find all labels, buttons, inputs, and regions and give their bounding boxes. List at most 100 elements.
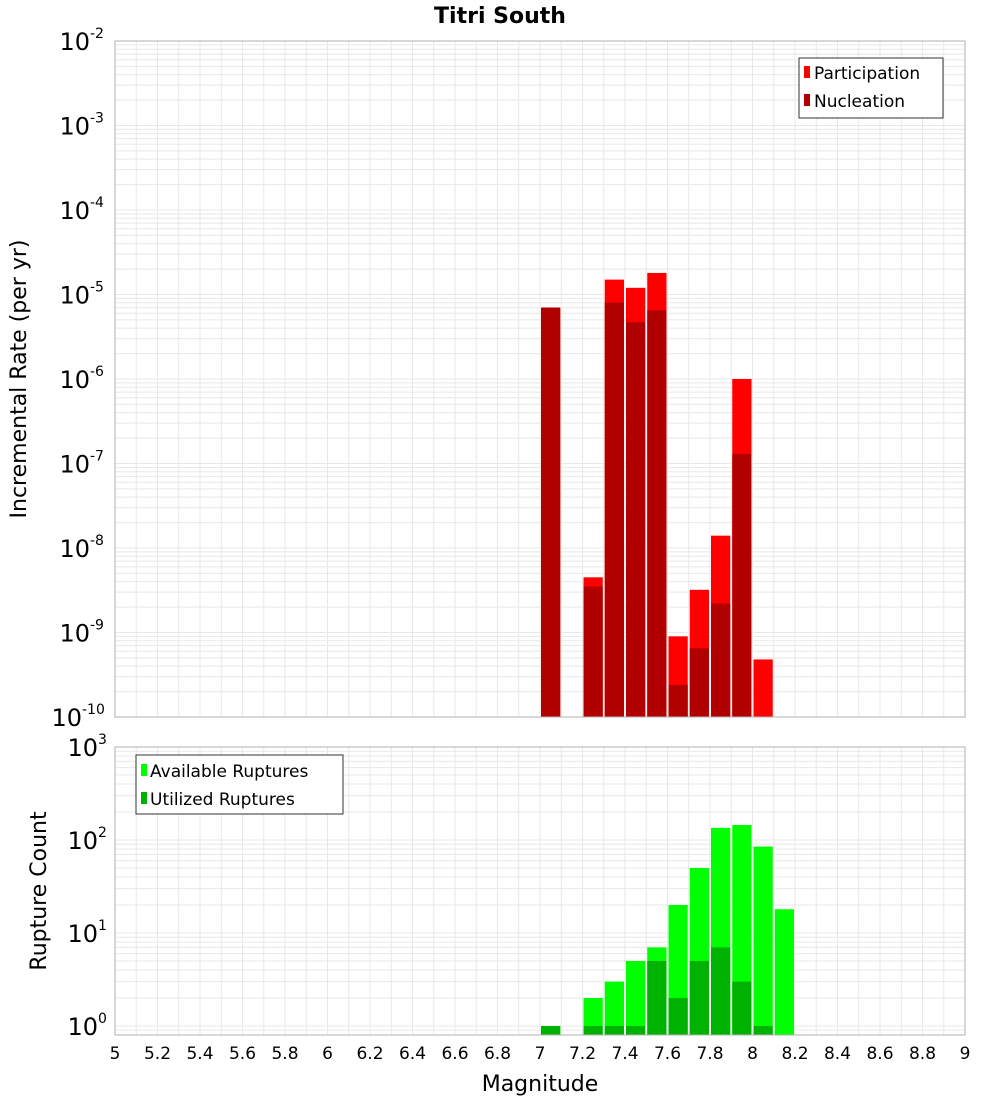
utilized-ruptures-bar: [604, 1025, 624, 1035]
participation-bar: [753, 659, 773, 717]
nucleation-bar: [626, 322, 646, 717]
y-tick-exponent: 3: [98, 732, 107, 748]
participation-legend-swatch: [804, 66, 810, 78]
y-tick-label: 10 -9: [59, 618, 104, 648]
available-ruptures-bar: [583, 997, 603, 1035]
y-tick-exponent: -10: [82, 702, 105, 718]
rate-panel-legend: Participation Nucleation: [798, 57, 944, 119]
y-tick-label: 10 -5: [59, 280, 104, 310]
y-tick-label: 10 -8: [59, 533, 104, 563]
x-tick-label: 8.4: [824, 1044, 851, 1064]
rate-panel-y-ticks: 10-210-310-410-510-610-710-810-910-10: [51, 26, 104, 732]
utilized-ruptures-bar: [647, 960, 667, 1035]
available-ruptures-bar: [626, 960, 646, 1035]
utilized-ruptures-bar: [541, 1025, 561, 1035]
x-tick-label: 7: [535, 1044, 546, 1064]
available-ruptures-bar: [753, 846, 773, 1035]
y-tick-label: 10 2: [67, 825, 106, 855]
x-tick-label: 6.4: [399, 1044, 426, 1064]
rate-panel-grid: [114, 41, 966, 718]
y-tick-exponent: -6: [90, 364, 104, 380]
chart-title: Titri South: [434, 4, 566, 29]
x-tick-label: 5.4: [186, 1044, 213, 1064]
utilized-ruptures-bar: [732, 981, 752, 1035]
x-tick-label: 8.8: [909, 1044, 936, 1064]
y-tick-exponent: -8: [90, 533, 104, 549]
nucleation-bar: [668, 684, 688, 717]
y-tick-label: 10 -7: [59, 449, 104, 479]
y-tick-exponent: -5: [90, 280, 104, 296]
y-tick-exponent: -4: [90, 195, 104, 211]
y-tick-base: 10: [59, 451, 90, 479]
x-tick-label: 6: [322, 1044, 333, 1064]
y-tick-base: 10: [51, 704, 82, 732]
rate-panel: 10-210-310-410-510-610-710-810-910-10 In…: [7, 26, 966, 732]
y-tick-base: 10: [67, 1013, 98, 1041]
y-tick-label: 10 -3: [59, 111, 104, 141]
utilized-ruptures-bar: [583, 1025, 603, 1035]
y-tick-exponent: -7: [90, 449, 104, 465]
y-tick-label: 10 -6: [59, 364, 104, 394]
rate-panel-bars: [541, 272, 773, 717]
y-tick-label: 10 -4: [59, 195, 104, 225]
utilized-ruptures-bar: [689, 960, 709, 1035]
y-tick-base: 10: [67, 827, 98, 855]
utilized-ruptures-legend-label: Utilized Ruptures: [150, 790, 295, 810]
x-tick-label: 5: [110, 1044, 121, 1064]
available-ruptures-bar: [774, 909, 794, 1035]
available-ruptures-legend-label: Available Ruptures: [150, 762, 308, 782]
rate-panel-y-label: Incremental Rate (per yr): [7, 240, 32, 519]
y-tick-base: 10: [59, 113, 90, 141]
nucleation-bar: [541, 307, 561, 717]
y-tick-base: 10: [59, 197, 90, 225]
x-tick-label: 7.2: [569, 1044, 596, 1064]
nucleation-legend-swatch: [804, 94, 810, 106]
utilized-ruptures-bar: [668, 997, 688, 1035]
x-tick-label: 7.6: [654, 1044, 681, 1064]
available-ruptures-bar: [604, 981, 624, 1035]
rupture-count-panel-legend: Available Ruptures Utilized Ruptures: [135, 754, 344, 815]
x-tick-label: 8: [747, 1044, 758, 1064]
nucleation-bar: [689, 648, 709, 717]
nucleation-bar: [647, 310, 667, 717]
utilized-ruptures-legend-swatch: [141, 792, 147, 804]
x-tick-label: 5.2: [144, 1044, 171, 1064]
nucleation-bar: [604, 302, 624, 717]
nucleation-bar: [732, 453, 752, 717]
utilized-ruptures-bar: [711, 947, 731, 1035]
nucleation-legend-label: Nucleation: [814, 92, 905, 112]
x-tick-label: 8.2: [781, 1044, 808, 1064]
y-tick-exponent: 0: [98, 1011, 107, 1027]
y-tick-base: 10: [59, 535, 90, 563]
utilized-ruptures-bar: [753, 1025, 773, 1035]
x-tick-label: 7.4: [611, 1044, 638, 1064]
x-tick-label: 6.6: [441, 1044, 468, 1064]
y-tick-base: 10: [59, 366, 90, 394]
x-axis-ticks: 5 5.2 5.4 5.6 5.8 6 6.2 6.4 6.6 6.8 7 7.2 7.4 7.6 7.8 8…: [110, 1044, 971, 1064]
y-tick-exponent: -3: [90, 111, 104, 127]
rupture-count-panel-frame: [114, 746, 966, 1036]
y-tick-label: 10 -2: [59, 26, 104, 56]
utilized-ruptures-bar: [626, 1025, 646, 1035]
nucleation-bar: [583, 586, 603, 717]
y-tick-label: 10 3: [67, 732, 106, 762]
rate-panel-legend-box: [798, 57, 944, 119]
y-tick-label: 10 1: [67, 918, 106, 948]
y-tick-exponent: 1: [98, 918, 107, 934]
x-tick-label: 8.6: [866, 1044, 893, 1064]
y-tick-exponent: 2: [98, 825, 107, 841]
y-tick-exponent: -2: [90, 26, 104, 42]
y-tick-base: 10: [67, 920, 98, 948]
y-tick-exponent: -9: [90, 618, 104, 634]
x-tick-label: 5.6: [229, 1044, 256, 1064]
x-tick-label: 7.8: [696, 1044, 723, 1064]
x-axis-label: Magnitude: [482, 1072, 599, 1097]
rupture-count-panel-bars: [541, 824, 794, 1035]
y-tick-base: 10: [67, 734, 98, 762]
rupture-count-legend-box: [135, 754, 344, 815]
participation-legend-label: Participation: [814, 64, 920, 84]
y-tick-base: 10: [59, 620, 90, 648]
